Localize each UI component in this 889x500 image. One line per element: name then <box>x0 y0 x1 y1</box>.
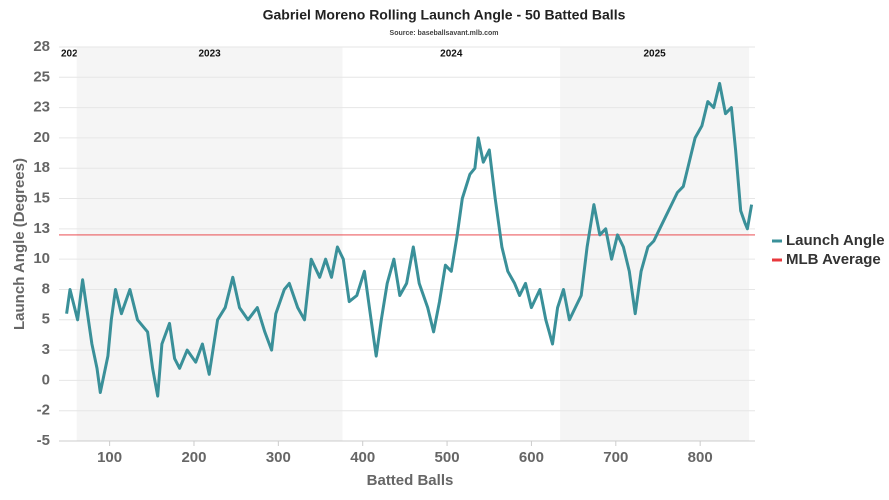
x-tick-label: 200 <box>181 449 206 466</box>
y-tick-label: 13 <box>33 220 50 237</box>
season-band <box>560 47 750 441</box>
legend-label: Launch Angle <box>786 232 885 249</box>
y-tick-label: 10 <box>33 250 50 267</box>
y-tick-label: 28 <box>33 38 50 55</box>
y-tick-label: 18 <box>33 159 50 176</box>
y-tick-label: 15 <box>33 190 50 207</box>
x-tick-label: 500 <box>435 449 460 466</box>
y-tick-label: 0 <box>42 371 50 388</box>
season-label: 2025 <box>643 49 666 60</box>
y-tick-label: 20 <box>33 129 50 146</box>
season-label: 2022 <box>61 49 84 60</box>
x-tick-label: 600 <box>519 449 544 466</box>
x-tick-label: 800 <box>688 449 713 466</box>
x-tick-label: 700 <box>603 449 628 466</box>
y-tick-label: 23 <box>33 99 50 116</box>
y-tick-label: -5 <box>37 432 50 449</box>
data-line <box>65 81 754 398</box>
legend-label: MLB Average <box>786 251 881 268</box>
chart-title: Gabriel Moreno Rolling Launch Angle - 50… <box>263 7 626 23</box>
season-label: 2023 <box>198 49 221 60</box>
chart-subtitle: Source: baseballsavant.mlb.com <box>390 30 499 37</box>
x-tick-label: 300 <box>266 449 291 466</box>
y-tick-label: 8 <box>42 280 50 297</box>
y-tick-label: 25 <box>33 68 50 85</box>
y-tick-label: 5 <box>42 311 50 328</box>
season-label: 2024 <box>440 49 463 60</box>
season-band <box>76 47 343 441</box>
x-axis-label: Batted Balls <box>367 472 454 489</box>
y-tick-label: -2 <box>37 402 50 419</box>
x-tick-label: 400 <box>350 449 375 466</box>
y-tick-label: 3 <box>42 341 50 358</box>
x-tick-label: 100 <box>97 449 122 466</box>
y-axis-label: Launch Angle (Degrees) <box>11 158 28 330</box>
